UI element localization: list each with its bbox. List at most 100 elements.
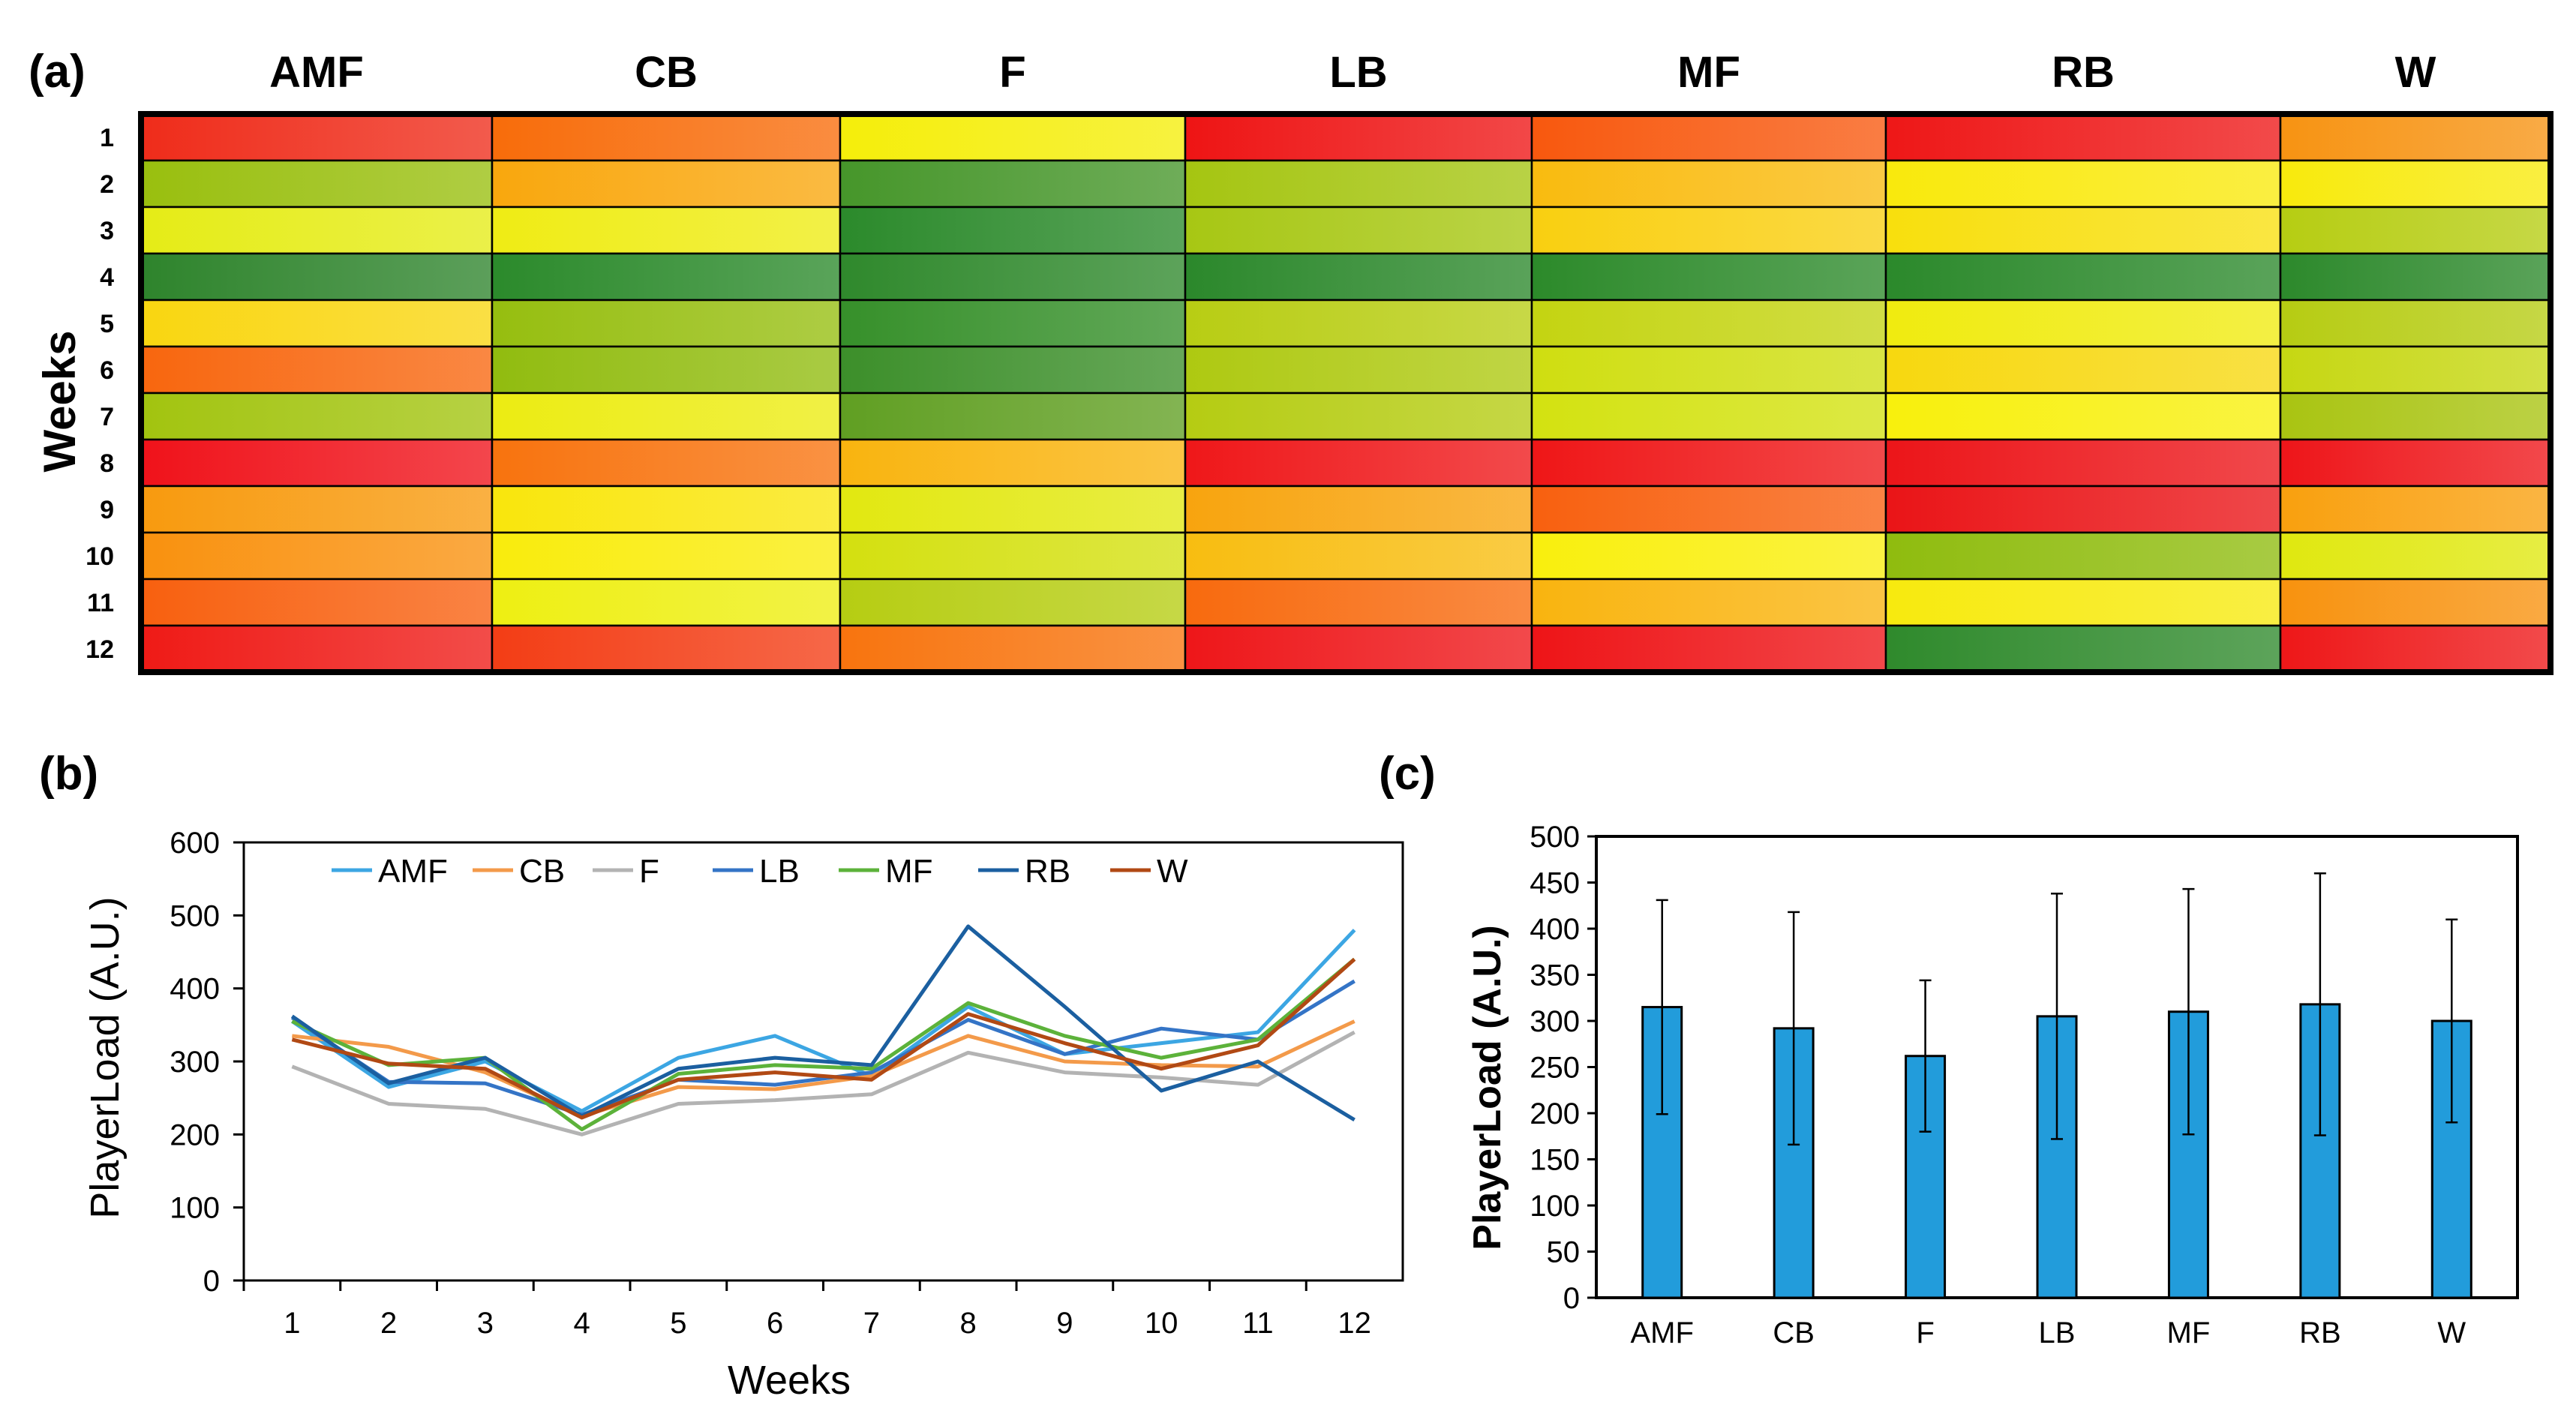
bar-chart-y-tick-0: 0 (1563, 1282, 1580, 1315)
heatmap-cell-AMF-week-7 (140, 392, 494, 441)
heatmap-cell-LB-week-10 (1184, 531, 1533, 581)
heatmap-cell-W-week-6 (2279, 345, 2552, 395)
legend-label-MF: MF (885, 853, 933, 890)
panel-label-c: (c) (1379, 748, 1436, 800)
heatmap-cell-LB-week-6 (1184, 345, 1533, 395)
heatmap-cell-MF-week-11 (1530, 578, 1887, 627)
heatmap-row-label-8: 8 (100, 449, 114, 478)
heatmap-column-header-CB: CB (635, 48, 698, 97)
heatmap-cell-RB-week-8 (1884, 438, 2282, 488)
heatmap-cell-LB-week-1 (1184, 113, 1533, 162)
heatmap-cell-W-week-8 (2279, 438, 2552, 488)
heatmap-cell-AMF-week-4 (140, 252, 494, 302)
heatmap-cell-LB-week-5 (1184, 299, 1533, 348)
heatmap-cell-MF-week-2 (1530, 159, 1887, 209)
line-chart-x-tick-10: 10 (1145, 1307, 1178, 1340)
heatmap-row-label-4: 4 (100, 263, 114, 292)
heatmap-row-label-12: 12 (86, 635, 114, 664)
legend-label-W: W (1157, 853, 1188, 890)
line-series-MF (291, 957, 1356, 1132)
heatmap-cell-F-week-3 (839, 206, 1187, 255)
heatmap-cell-F-week-8 (839, 438, 1187, 488)
heatmap-cell-MF-week-7 (1530, 392, 1887, 441)
heatmap-cell-F-week-1 (839, 113, 1187, 162)
heatmap-cell-CB-week-8 (491, 438, 842, 488)
heatmap-cell-RB-week-2 (1884, 159, 2282, 209)
line-chart-x-tick-8: 8 (960, 1307, 977, 1340)
heatmap-column-header-AMF: AMF (269, 48, 364, 97)
line-chart-y-tick-500: 500 (170, 899, 220, 932)
heatmap-y-axis-title: Weeks (35, 330, 85, 472)
heatmap-cell-CB-week-1 (491, 113, 842, 162)
heatmap-cell-F-week-11 (839, 578, 1187, 627)
heatmap-cell-W-week-7 (2279, 392, 2552, 441)
heatmap-cell-W-week-12 (2279, 624, 2552, 674)
bar-chart-y-tick-50: 50 (1547, 1236, 1581, 1269)
heatmap-cell-CB-week-10 (491, 531, 842, 581)
line-chart-x-tick-5: 5 (670, 1307, 686, 1340)
heatmap-column-header-MF: MF (1677, 48, 1740, 97)
heatmap-cell-CB-week-12 (491, 624, 842, 674)
heatmap-cell-RB-week-4 (1884, 252, 2282, 302)
line-chart-y-tick-100: 100 (170, 1192, 220, 1225)
heatmap-cell-RB-week-1 (1884, 113, 2282, 162)
bar-chart-y-tick-100: 100 (1530, 1190, 1580, 1223)
heatmap-cell-MF-week-3 (1530, 206, 1887, 255)
heatmap-cell-LB-week-12 (1184, 624, 1533, 674)
line-series-AMF (290, 929, 1356, 1113)
heatmap-column-header-RB: RB (2052, 48, 2115, 97)
heatmap-cell-RB-week-6 (1884, 345, 2282, 395)
bar-chart-y-tick-200: 200 (1530, 1097, 1580, 1130)
line-chart-x-tick-12: 12 (1338, 1307, 1371, 1340)
heatmap-cell-W-week-11 (2279, 578, 2552, 627)
bar-chart-x-tick-CB: CB (1773, 1316, 1815, 1349)
heatmap-cell-W-week-1 (2279, 113, 2552, 162)
heatmap-cell-CB-week-4 (491, 252, 842, 302)
bar-chart-x-tick-LB: LB (2039, 1316, 2076, 1349)
heatmap-cell-LB-week-9 (1184, 485, 1533, 534)
line-chart-y-tick-200: 200 (170, 1118, 220, 1151)
heatmap-cell-MF-week-4 (1530, 252, 1887, 302)
line-chart-y-tick-0: 0 (203, 1265, 220, 1298)
heatmap-cell-W-week-2 (2279, 159, 2552, 209)
heatmap-cell-AMF-week-3 (140, 206, 494, 255)
line-chart-x-tick-6: 6 (767, 1307, 783, 1340)
heatmap-row-label-2: 2 (100, 170, 114, 199)
heatmap-cell-RB-week-5 (1884, 299, 2282, 348)
heatmap-cell-W-week-4 (2279, 252, 2552, 302)
heatmap-cell-RB-week-12 (1884, 624, 2282, 674)
heatmap-cell-CB-week-5 (491, 299, 842, 348)
heatmap-cell-LB-week-8 (1184, 438, 1533, 488)
line-chart-x-tick-11: 11 (1242, 1307, 1274, 1340)
bar-chart-x-tick-W: W (2437, 1316, 2466, 1349)
heatmap-cell-F-week-2 (839, 159, 1187, 209)
heatmap-row-label-6: 6 (100, 356, 114, 385)
heatmap-cell-MF-week-5 (1530, 299, 1887, 348)
line-chart-x-tick-1: 1 (284, 1307, 300, 1340)
line-chart: Weeks PlayerLoad (A.U.) 0 100 200 300 400 500… (83, 827, 1404, 1403)
heatmap-column-header-LB: LB (1329, 48, 1387, 97)
heatmap-cell-CB-week-2 (491, 159, 842, 209)
line-chart-x-tick-3: 3 (477, 1307, 494, 1340)
legend-label-F: F (639, 853, 659, 890)
heatmap-cell-F-week-12 (839, 624, 1187, 674)
heatmap-cell-RB-week-11 (1884, 578, 2282, 627)
heatmap-cell-W-week-10 (2279, 531, 2552, 581)
heatmap-column-header-W: W (2395, 48, 2436, 97)
line-chart-y-tick-400: 400 (170, 973, 220, 1006)
line-chart-x-tick-7: 7 (863, 1307, 880, 1340)
heatmap-cell-F-week-6 (839, 345, 1187, 395)
heatmap-row-label-1: 1 (100, 124, 114, 152)
heatmap-cell-MF-week-6 (1530, 345, 1887, 395)
heatmap-cell-F-week-7 (839, 392, 1187, 441)
bar-chart-y-tick-450: 450 (1530, 867, 1580, 900)
heatmap-cell-RB-week-10 (1884, 531, 2282, 581)
bar-chart-y-tick-350: 350 (1530, 959, 1580, 992)
heatmap-cell-MF-week-1 (1530, 113, 1887, 162)
heatmap-cell-CB-week-11 (491, 578, 842, 627)
line-chart-y-tick-300: 300 (170, 1046, 220, 1079)
line-series-RB (290, 924, 1356, 1122)
line-chart-y-tick-600: 600 (170, 827, 220, 860)
legend-label-CB: CB (519, 853, 565, 890)
heatmap-row-label-5: 5 (100, 310, 114, 338)
